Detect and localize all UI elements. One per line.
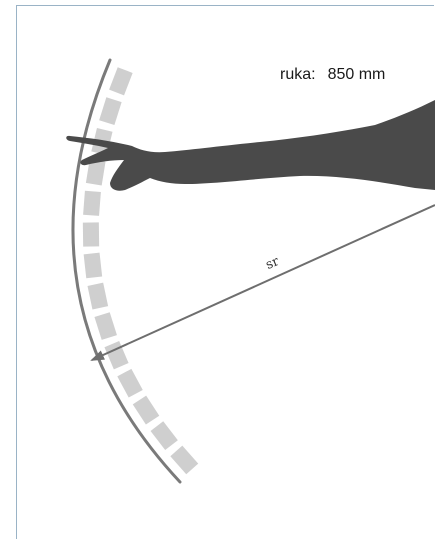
arm-length-label: ruka: (280, 66, 316, 83)
radius-arrow (90, 204, 435, 361)
diagram-frame (16, 5, 434, 539)
reach-tick (94, 312, 117, 340)
reach-tick (117, 368, 143, 398)
reach-arc (71, 58, 182, 484)
arm-silhouette-icon (66, 100, 435, 191)
radius-label: sr (263, 254, 282, 273)
reach-tick (109, 67, 133, 96)
reach-tick (150, 421, 178, 451)
reach-zone-ticks (82, 67, 199, 475)
reach-tick (83, 252, 103, 279)
reach-tick (104, 340, 129, 370)
reach-tick (132, 395, 160, 425)
reach-tick (170, 445, 199, 475)
reach-tick (85, 159, 106, 186)
reach-tick (83, 190, 101, 216)
reach-tick (82, 222, 100, 247)
arm-length-readout: ruka: 850 mm (280, 66, 385, 84)
reach-tick (87, 282, 109, 310)
arm-length-value: 850 mm (327, 66, 386, 83)
reach-tick (99, 97, 122, 126)
